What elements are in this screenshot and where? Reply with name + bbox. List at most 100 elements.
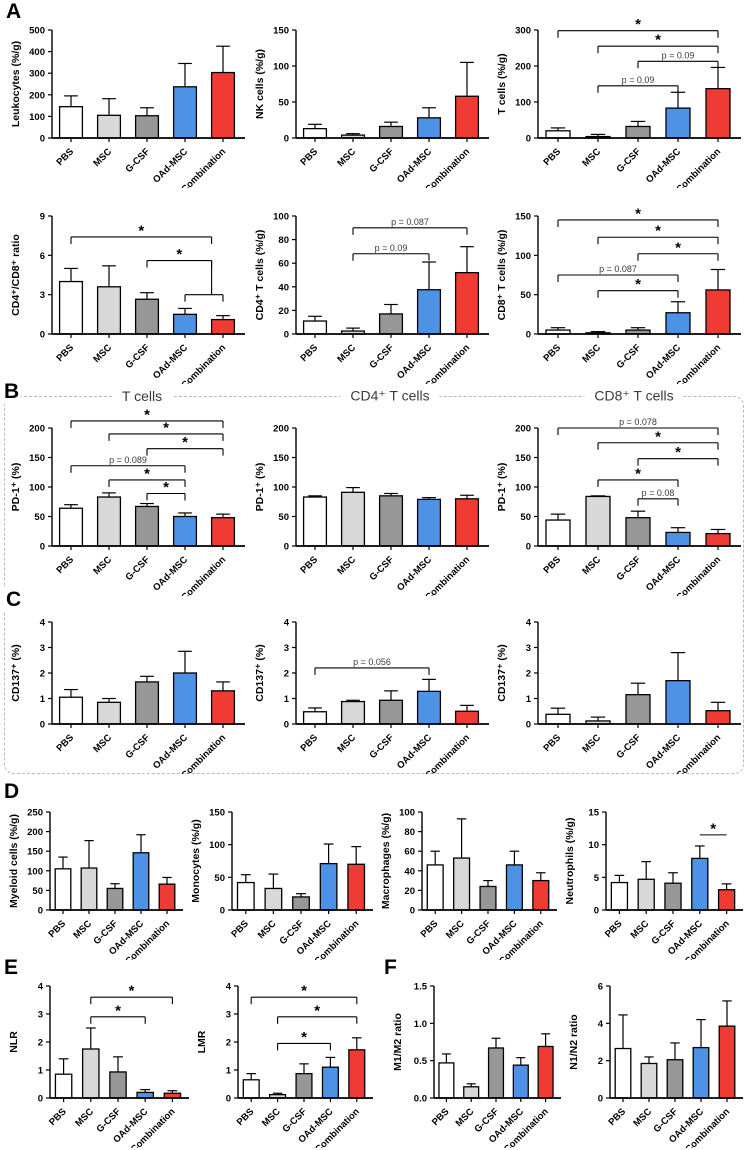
sig-label: * [144, 465, 150, 482]
y-axis: 0 100 200 300 T cells (%/g) [496, 26, 539, 145]
x-tick-label: PBS [603, 918, 625, 940]
svg-text:0: 0 [284, 720, 289, 731]
sig-label: * [138, 222, 144, 239]
svg-text:3: 3 [284, 643, 289, 654]
svg-text:3: 3 [40, 643, 45, 654]
chart-lmr: 0 1 2 3 4 LMR PBS MSC G-CSF OAd-MSC Combination * * * [194, 962, 378, 1148]
svg-text:4: 4 [40, 618, 46, 629]
svg-text:0: 0 [226, 1094, 231, 1105]
bar-PBS [426, 864, 444, 911]
bar-PBS [54, 868, 72, 911]
significance: ** [90, 983, 173, 1024]
svg-text:0: 0 [594, 906, 599, 917]
x-tick-label: G-CSF [367, 554, 396, 583]
bar-Combination [210, 690, 236, 725]
chart-myeloid: 0 50 100 150 200 250 Myeloid cells (%/g) PBS MSC… [6, 788, 188, 960]
y-axis-label: CD137⁺ (%) [254, 644, 266, 701]
chart-nk-svg: 0 50 100 150 NK cells (%/g) PBS MSC G-CSFOAd-MS… [254, 26, 489, 188]
x-tick-label: PBS [299, 342, 321, 364]
bars [302, 61, 480, 139]
svg-text:3: 3 [226, 1010, 231, 1021]
x-tick-label: PBS [430, 1106, 452, 1128]
x-tick-label: MSC [71, 918, 94, 941]
bar-OAd-MSC [416, 289, 442, 335]
x-tick-label: MSC [260, 1106, 283, 1129]
chart-cd8_t-svg: 0 50 100 150 CD8⁺ T cells (%/g) PBS MSC G-CSF OA… [496, 205, 741, 384]
svg-text:100: 100 [515, 98, 531, 109]
x-tick-label: G-CSF [614, 554, 643, 583]
svg-text:100: 100 [399, 808, 415, 819]
bars [545, 651, 731, 725]
bar-MSC [340, 491, 366, 547]
column-header-cd4-t-cells: CD4⁺ T cells [340, 387, 440, 405]
chart-m1_m2-svg: 0.0 0.5 1.0 1.5 M1/M2 ratio PBS MSCG-CSFOAd-MS… [392, 982, 561, 1148]
bar-PBS [545, 130, 571, 139]
x-tick-label: OAd-MSC [644, 554, 683, 593]
svg-text:0: 0 [526, 720, 531, 731]
svg-text:1: 1 [226, 1066, 232, 1077]
panel-label-a: A [4, 0, 24, 24]
svg-text:250: 250 [27, 808, 43, 819]
x-tick-label: PBS [55, 146, 77, 168]
svg-text:0: 0 [40, 542, 45, 553]
y-axis-label: CD8⁺ T cells (%/g) [496, 230, 508, 321]
x-tick-label: PBS [55, 554, 77, 576]
bar-G-CSF [666, 1059, 684, 1099]
bar-PBS [545, 519, 571, 547]
svg-text:40: 40 [404, 866, 415, 877]
bar-G-CSF [378, 313, 404, 335]
sig-label: p = 0.09 [662, 50, 695, 60]
svg-text:2: 2 [38, 1038, 43, 1049]
y-axis-label: PD-1⁺ (%) [496, 463, 508, 512]
x-tick-label: PBS [542, 146, 564, 168]
y-axis-label: Neutrophils (%/g) [564, 818, 576, 905]
svg-text:50: 50 [278, 512, 289, 523]
svg-text:400: 400 [29, 47, 45, 58]
svg-text:150: 150 [27, 847, 43, 858]
x-tick-label: Combination [674, 146, 723, 188]
bar-G-CSF [106, 887, 124, 911]
significance: ** [70, 222, 224, 302]
y-axis: 0 1 2 3 4 NLR [8, 982, 51, 1105]
bar-Combination [532, 879, 550, 911]
svg-text:0: 0 [526, 542, 531, 553]
x-tick-label: OAd-MSC [151, 732, 190, 771]
sig-label: * [710, 820, 716, 837]
x-tick-label: MSC [335, 146, 358, 169]
y-axis: 0 50 100 150 200 PD-1⁺ (%) [254, 424, 297, 553]
y-axis-label: PD-1⁺ (%) [10, 463, 22, 512]
svg-text:3: 3 [40, 290, 45, 301]
sig-label: * [301, 1029, 307, 1046]
svg-text:0: 0 [284, 330, 289, 341]
svg-text:200: 200 [515, 424, 531, 435]
x-tick-label: OAd-MSC [395, 732, 434, 771]
bars [302, 246, 480, 335]
bar-G-CSF [134, 505, 160, 547]
chart-m1_m2: 0.0 0.5 1.0 1.5 M1/M2 ratio PBS MSC G-CSF OAd-MS… [390, 962, 566, 1148]
bars [545, 495, 731, 547]
svg-text:100: 100 [209, 840, 225, 851]
x-tick-label: MSC [580, 554, 603, 577]
bar-OAd-MSC [321, 1066, 339, 1099]
svg-text:0: 0 [220, 906, 225, 917]
x-tick-label: PBS [229, 918, 251, 940]
x-tick-label: G-CSF [614, 146, 643, 175]
x-tick-label: MSC [631, 1106, 654, 1129]
bar-Combination [210, 318, 236, 335]
bars [302, 678, 480, 725]
y-axis: 0 2 4 6 N1/N2 ratio [568, 982, 611, 1105]
svg-text:60: 60 [278, 259, 289, 270]
x-tick-label: G-CSF [614, 732, 643, 761]
svg-text:100: 100 [515, 251, 531, 262]
x-tick-label: MSC [73, 1106, 96, 1129]
y-axis-label: N1/N2 ratio [568, 1014, 580, 1069]
